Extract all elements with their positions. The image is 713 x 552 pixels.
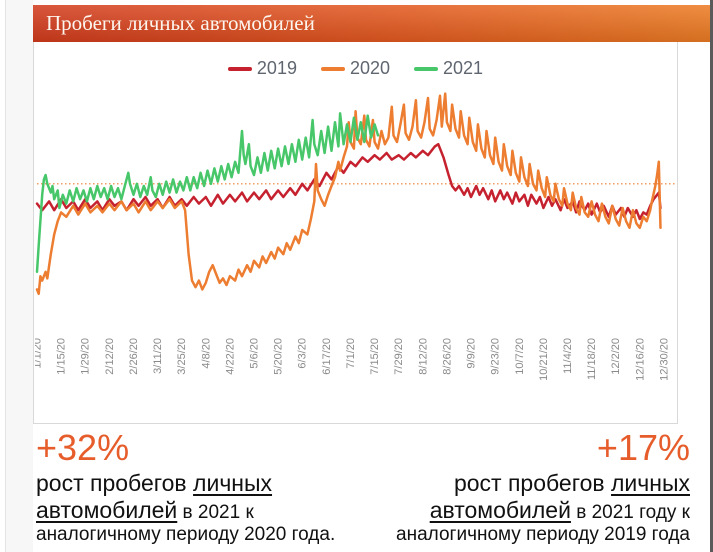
legend-item-2019[interactable]: 2019 [227,58,297,79]
x-axis-tick-label: 7/1/20 [345,338,357,369]
x-axis-tick-label: 12/30/20 [658,338,670,381]
series-line-2020 [35,92,662,296]
x-axis-tick-label: 8/12/20 [417,338,429,375]
series-line-2021 [35,112,380,274]
legend-swatch-2019 [227,66,252,71]
window-right-border [710,0,713,552]
x-axis-tick-label: 1/15/20 [56,338,68,375]
x-axis-tick-label: 3/11/20 [152,338,164,374]
stat-text-right-note: аналогичному периоду 2019 года [396,524,690,546]
x-axis-tick-label: 3/25/20 [176,338,188,375]
x-axis-tick-label: 4/22/20 [224,338,236,375]
x-axis-tick-label: 4/8/20 [200,338,212,369]
legend-swatch-2020 [320,66,345,71]
legend-item-2021[interactable]: 2021 [414,58,483,79]
stat-block-2021-vs-2019: +17% рост пробегов личных автомобилей в … [345,429,690,547]
x-axis-tick-label: 5/20/20 [273,338,285,375]
legend-label-2021: 2021 [443,58,484,78]
stat-percent-right: +17% [596,427,690,468]
x-axis-tick-label: 9/23/20 [490,338,502,375]
x-axis-tick-label: 2/12/20 [104,338,116,375]
x-axis-tick-label: 11/4/20 [562,338,574,374]
stat-text-left-note: аналогичному периоду 2020 года. [36,524,336,546]
x-axis-tick-label: 1/29/20 [80,338,92,375]
x-axis-tick-label: 6/3/20 [297,338,309,369]
legend-swatch-2021 [414,66,439,71]
legend-label-2020: 2020 [349,58,391,78]
x-axis-tick-label: 9/9/20 [466,338,478,369]
chart-svg: 1/1/20 1/15/20 1/29/20 2/12/20 2/26/20 3/11/2… [35,92,676,381]
x-axis-tick-label: 10/7/20 [514,338,526,375]
x-axis-tick-label: 5/6/20 [249,338,261,369]
x-axis-tick-label: 12/16/20 [634,338,646,381]
chart-title: Пробеги личных автомобилей [46,11,315,35]
stats-row: +32% рост пробегов личных автомобилей в … [36,429,690,547]
x-axis-tick-label: 8/26/20 [441,338,453,375]
x-axis-tick-label: 6/17/20 [321,338,333,375]
stat-text-right: рост пробегов личных автомобилей в 2021 … [429,469,690,523]
legend-label-2019: 2019 [256,58,297,78]
x-axis-tick-label: 7/15/20 [369,338,381,375]
stat-text-left: рост пробегов личных автомобилей в 2021 … [36,469,273,523]
stat-percent-left: +32% [36,427,130,468]
x-axis-tick-label: 1/1/20 [35,338,44,369]
x-axis-tick-label: 10/21/20 [538,338,550,381]
chart-legend: 2019 2020 2021 [34,58,677,79]
chart-title-bar: Пробеги личных автомобилей [33,5,710,42]
x-axis-tick-label: 7/29/20 [393,338,405,375]
x-axis-tick-label: 12/2/20 [610,338,622,375]
x-axis-tick-label: 11/18/20 [586,338,598,380]
stat-block-2021-vs-2020: +32% рост пробегов личных автомобилей в … [36,429,341,547]
page-left-gutter [5,0,33,552]
x-axis-tick-label: 2/26/20 [128,338,140,375]
chart-card: 2019 2020 2021 1/1/20 1/15/20 1/29/20 2/12/… [33,42,678,424]
legend-item-2020[interactable]: 2020 [320,58,391,79]
